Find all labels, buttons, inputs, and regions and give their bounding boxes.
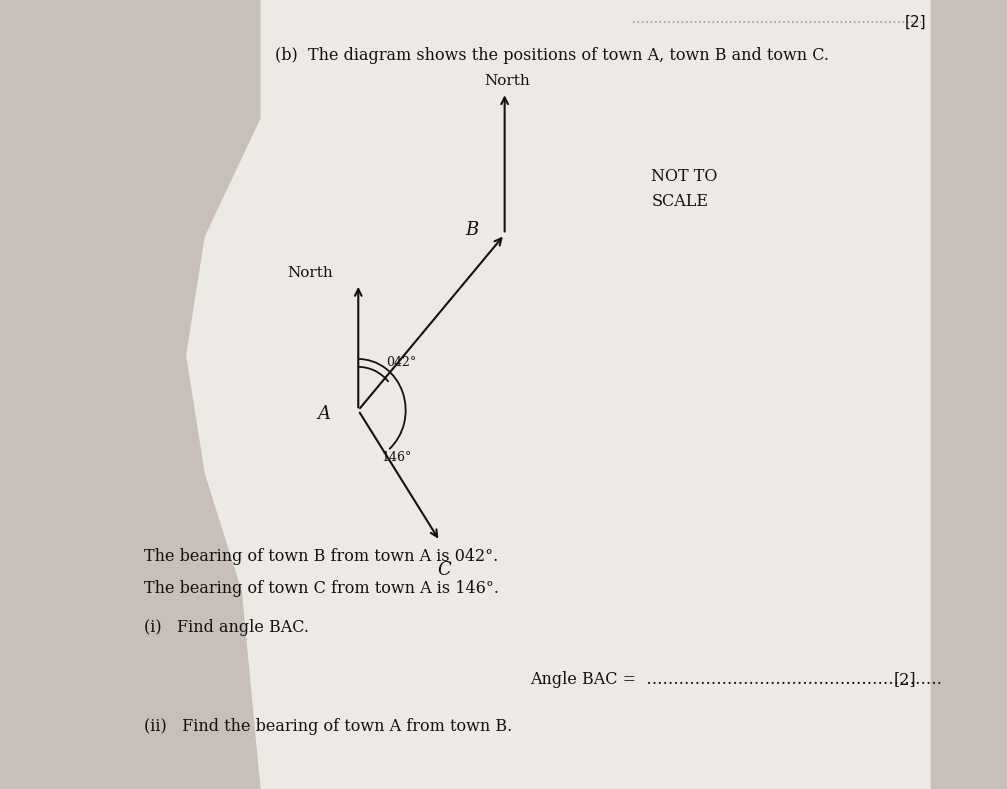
Text: Angle BAC =  ․․․․․․․․․․․․․․․․․․․․․․․․․․․․․․․․․․․․․․․․․․․․․․․․․․․․․․․: Angle BAC = ․․․․․․․․․․․․․․․․․․․․․․․․․․․․… [531, 671, 943, 688]
Text: 042°: 042° [387, 357, 417, 369]
Text: 146°: 146° [382, 451, 412, 464]
Text: [2]: [2] [894, 671, 916, 688]
Text: NOT TO
SCALE: NOT TO SCALE [652, 169, 718, 210]
Text: (b)  The diagram shows the positions of town A, town B and town C.: (b) The diagram shows the positions of t… [275, 47, 829, 65]
Text: The bearing of town B from town A is 042°.: The bearing of town B from town A is 042… [144, 548, 498, 566]
Text: (ii)   Find the bearing of town A from town B.: (ii) Find the bearing of town A from tow… [144, 718, 513, 735]
Text: (i)   Find angle BAC.: (i) Find angle BAC. [144, 619, 309, 637]
Text: North: North [484, 74, 531, 88]
Text: B: B [465, 222, 478, 239]
Text: The bearing of town C from town A is 146°.: The bearing of town C from town A is 146… [144, 580, 499, 597]
Text: North: North [287, 266, 332, 280]
Text: A: A [317, 406, 330, 423]
Text: C: C [438, 561, 451, 579]
Polygon shape [186, 0, 930, 789]
Text: [2]: [2] [904, 14, 925, 30]
